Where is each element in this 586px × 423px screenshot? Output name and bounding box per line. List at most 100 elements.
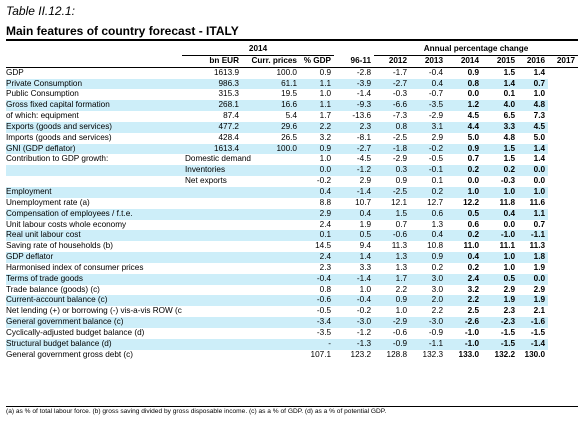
row-sublabel: Domestic demand	[185, 154, 251, 164]
table-cell: 0.0	[467, 176, 480, 186]
table-cell: 19.5	[281, 89, 297, 99]
table-cell: 1.9	[533, 262, 546, 272]
table-row: Imports (goods and services) 428.4 26.5 3.2…	[6, 133, 578, 144]
table-cell: 133.0	[458, 349, 480, 359]
table-cell: -1.0	[446, 338, 483, 350]
table-cell: 26.5	[281, 132, 297, 142]
forecast-table: 2014 Annual percentage change bn EUR Cur…	[6, 44, 579, 360]
table-cell: -0.6	[392, 327, 408, 337]
table-cell: 4.5	[467, 111, 480, 121]
table-cell: 107.1	[310, 349, 332, 359]
table-row: Current-account balance (c) -0.6 -0.4 0.9 2.…	[6, 295, 578, 307]
row-label: Unit labour costs whole economy	[6, 219, 127, 229]
table-row: Structural budget balance (d) - -1.3 -0.9 -1…	[6, 338, 578, 350]
table-cell: 0.5	[482, 273, 519, 285]
table-row: Public Consumption 315.3 19.5 1.0 -1.4 -0.3 -0…	[6, 89, 578, 100]
table-cell: 477.2	[182, 121, 242, 133]
table-cell: 4.8	[518, 100, 549, 112]
table-row: Inventories 0.0 -1.2 0.3 -0.1 0.2 0.2 0.0	[6, 165, 578, 177]
table-cell: 1.7	[319, 111, 332, 121]
table-title: Main features of country forecast - ITAL…	[6, 24, 578, 41]
table-cell: 1.1	[518, 208, 549, 220]
table-cell: -2.7	[374, 78, 411, 90]
table-cell: -0.2	[316, 176, 332, 186]
table-cell	[242, 295, 300, 307]
table-cell: 2.9	[359, 176, 372, 186]
col-header: 96-11	[334, 55, 375, 68]
table-cell: 11.6	[529, 197, 546, 207]
table-cell	[182, 306, 242, 317]
table-cell: 1613.4	[182, 143, 242, 155]
table-cell: 1.4	[482, 78, 519, 90]
table-cell: 4.4	[446, 121, 483, 133]
table-row: Net lending (+) or borrowing (-) vis-a-v…	[6, 306, 578, 317]
table-cell: 2.2	[446, 295, 483, 307]
table-cell: 132.2	[494, 349, 516, 359]
table-row: GDP deflator 2.4 1.4 1.3 0.9 0.4 1.0 1.8	[6, 252, 578, 263]
table-row: GDP 1613.9 100.0 0.9 -2.8 -1.7 -0.4 0.9 1.5 1.4	[6, 67, 578, 78]
table-cell: -1.6	[518, 317, 549, 328]
row-sublabel: Net exports	[185, 176, 227, 186]
table-cell: -1.7	[392, 67, 408, 77]
table-cell: -1.0	[482, 230, 519, 242]
table-cell: 130.0	[524, 349, 546, 359]
table-cell: 2.4	[446, 273, 483, 285]
row-label: Private Consumption	[6, 78, 182, 90]
table-row: Contribution to GDP growth: Domestic dema…	[6, 154, 578, 165]
table-cell: 12.7	[427, 197, 444, 207]
table-cell: -4.5	[356, 154, 372, 164]
table-cell: -2.9	[392, 154, 408, 164]
table-cell: 11.1	[499, 241, 516, 251]
table-body: GDP 1613.9 100.0 0.9 -2.8 -1.7 -0.4 0.9 1.5 1.4 Pr…	[6, 67, 578, 360]
table-cell: -2.5	[392, 132, 408, 142]
table-cell: 0.9	[300, 143, 335, 155]
table-cell: -1.4	[518, 338, 549, 350]
table-cell: -0.4	[334, 295, 375, 307]
table-row: Harmonised index of consumer prices 2.3 3.…	[6, 263, 578, 274]
table-row: Gross fixed capital formation 268.1 16.6 1.…	[6, 100, 578, 112]
table-cell: 11.0	[463, 241, 480, 251]
table-cell: 0.4	[482, 208, 519, 220]
table-cell: -13.6	[352, 111, 372, 121]
table-cell: 1.0	[319, 89, 332, 99]
row-label: Structural budget balance (d)	[6, 338, 182, 350]
table-cell: 2.2	[300, 121, 335, 133]
table-cell	[182, 208, 242, 220]
table-cell: 3.1	[410, 121, 447, 133]
table-cell: 0.7	[518, 78, 549, 90]
table-cell: 0.8	[446, 78, 483, 90]
header-row-groups: 2014 Annual percentage change	[6, 44, 579, 56]
table-cell	[182, 186, 242, 198]
table-cell: -1.5	[530, 327, 546, 337]
table-cell: 10.8	[427, 241, 444, 251]
table-cell	[242, 328, 300, 339]
col-header: % GDP	[300, 55, 335, 68]
row-label: Real unit labour cost	[6, 230, 182, 242]
table-cell: -3.0	[410, 317, 447, 328]
table-cell	[182, 252, 242, 263]
table-row: Saving rate of households (b) 14.5 9.4 11.3…	[6, 241, 578, 252]
table-cell: 2.9	[300, 208, 335, 220]
table-cell: 2.0	[410, 295, 447, 307]
table-cell: 2.3	[319, 262, 332, 272]
table-cell: 0.9	[319, 67, 332, 77]
table-cell: 5.4	[285, 111, 297, 121]
row-label: Contribution to GDP growth:	[6, 154, 109, 164]
table-cell: 0.0	[533, 176, 546, 186]
footnote: (a) as % of total labour force. (b) gros…	[6, 406, 578, 415]
table-cell: 1.9	[518, 295, 549, 307]
table-cell: 0.8	[374, 121, 411, 133]
row-label: Cyclically-adjusted budget balance (d)	[6, 327, 145, 337]
table-cell: 2.4	[319, 219, 332, 229]
table-cell: 428.4	[218, 132, 240, 142]
table-cell: 1.9	[482, 295, 519, 307]
row-label: Employment	[6, 186, 182, 198]
table-cell: 0.2	[410, 186, 447, 198]
table-cell: 1.7	[374, 273, 411, 285]
col-header: 2016	[518, 55, 549, 68]
table-cell: 2.9	[533, 284, 546, 294]
table-cell	[182, 285, 242, 296]
table-cell: 87.4	[223, 111, 239, 121]
table-cell: 132.3	[422, 349, 444, 359]
table-cell: 61.1	[242, 78, 300, 90]
